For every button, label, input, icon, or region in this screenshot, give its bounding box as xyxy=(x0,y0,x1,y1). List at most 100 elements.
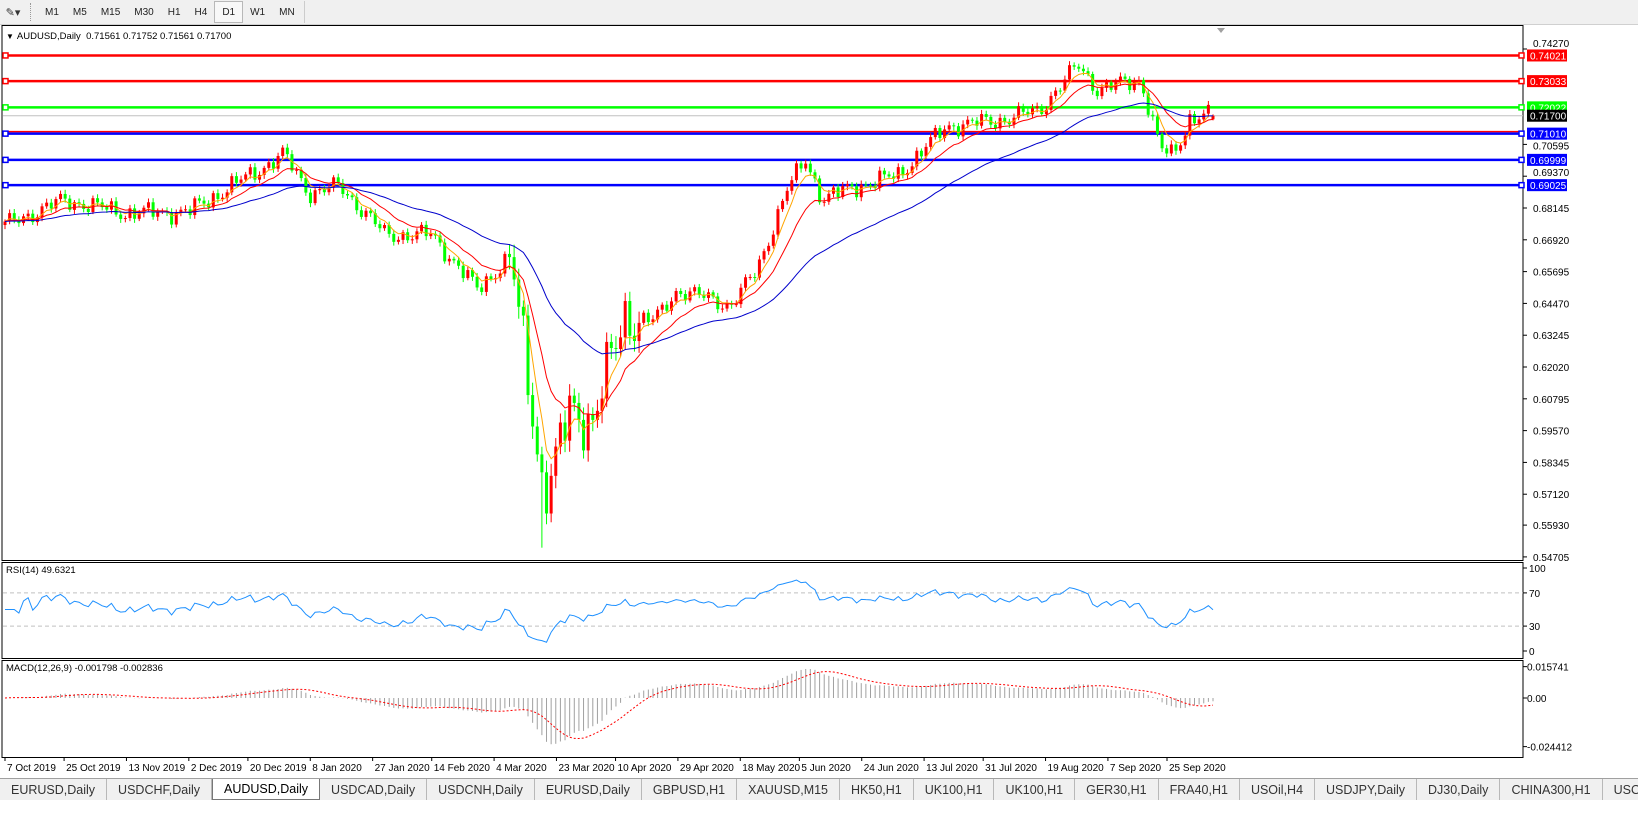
candle-bullish xyxy=(674,290,678,302)
level-price-badge xyxy=(1527,153,1567,166)
candle-bearish xyxy=(1081,68,1085,72)
timeframe-h4[interactable]: H4 xyxy=(194,6,208,18)
candle-bearish xyxy=(577,402,581,420)
candle-bullish xyxy=(688,291,692,301)
macd-panel-border xyxy=(1,660,1524,758)
candle-bullish xyxy=(822,201,826,203)
price-chart[interactable]: 0.74270 0.70595 0.69370 0.68145 0.66920 0.656… xyxy=(0,25,1638,780)
timeframe-d1[interactable]: D1 xyxy=(214,1,244,23)
candle-bullish xyxy=(748,277,752,279)
chart-tab[interactable]: CHINA300,H1 xyxy=(1500,779,1603,800)
chart-tab[interactable]: GER30,H1 xyxy=(1075,779,1159,800)
candle-bearish xyxy=(12,213,16,220)
date-tick-label: 24 Jun 2020 xyxy=(864,763,919,774)
price-tick-label: 0.54705 xyxy=(1533,553,1570,564)
timeframe-m15[interactable]: M15 xyxy=(100,6,121,18)
price-tick-label: 0.69370 xyxy=(1533,168,1570,179)
timeframe-m5[interactable]: M5 xyxy=(72,6,87,18)
line-tools-icon[interactable]: ✎▾ xyxy=(5,5,21,19)
candle-bullish xyxy=(1179,145,1183,151)
candle-bullish xyxy=(744,277,748,288)
candle-bearish xyxy=(170,212,174,225)
chart-tab[interactable]: XAUUSD,M15 xyxy=(737,779,841,800)
ma-fast-line xyxy=(4,72,1214,460)
timeframe-m1[interactable]: M1 xyxy=(45,6,59,18)
price-tick-label: 0.68145 xyxy=(1533,204,1570,215)
candle-bullish xyxy=(276,155,280,169)
line-handle-left xyxy=(2,77,9,85)
candle-bearish xyxy=(457,260,461,266)
candle-bullish xyxy=(193,198,197,216)
chart-tab[interactable]: USDCNH,Daily xyxy=(427,779,535,800)
chart-tab[interactable]: GBPUSD,H1 xyxy=(642,779,738,800)
candle-bearish xyxy=(1123,76,1127,79)
macd-signal-line xyxy=(4,671,1214,740)
candle-bullish xyxy=(896,167,900,179)
chart-tab[interactable]: USOil,H xyxy=(1603,779,1638,800)
macd-tick-label: 0.00 xyxy=(1527,694,1547,705)
candle-bullish xyxy=(211,193,215,208)
chart-tab[interactable]: DJ30,Daily xyxy=(1417,779,1501,800)
candle-bullish xyxy=(3,221,7,226)
candle-bullish xyxy=(1118,76,1122,83)
date-tick-label: 4 Mar 2020 xyxy=(496,763,547,774)
date-tick-label: 25 Oct 2019 xyxy=(66,763,121,774)
chart-tab[interactable]: UK100,H1 xyxy=(914,779,995,800)
timeframe-h1[interactable]: H1 xyxy=(167,6,181,18)
candle-bearish xyxy=(984,114,988,117)
chart-tab[interactable]: USDCHF,Daily xyxy=(107,779,212,800)
candle-bearish xyxy=(1058,90,1062,92)
price-tick-label: 0.70595 xyxy=(1533,141,1570,152)
candle-bearish xyxy=(938,127,942,139)
collapse-triangle-icon[interactable]: ▼ xyxy=(6,32,14,41)
chart-tab[interactable]: EURUSD,Daily xyxy=(535,779,642,800)
chart-tab[interactable]: USDJPY,Daily xyxy=(1315,779,1417,800)
candle-bullish xyxy=(59,193,63,200)
symbol-label: AUDUSD,Daily xyxy=(16,31,81,42)
candle-bullish xyxy=(1137,80,1141,82)
candle-bearish xyxy=(82,203,86,209)
chart-tab[interactable]: USOil,H4 xyxy=(1240,779,1316,800)
timeframe-w1[interactable]: W1 xyxy=(250,6,266,18)
candle-bullish xyxy=(1169,144,1173,154)
candle-bullish xyxy=(767,245,771,252)
candle-bullish xyxy=(929,137,933,147)
candle-bearish xyxy=(1160,133,1164,149)
candle-bearish xyxy=(197,198,201,201)
candle-bullish xyxy=(878,170,882,189)
candle-bearish xyxy=(531,395,535,427)
candle-bearish xyxy=(882,170,886,175)
candle-bullish xyxy=(295,169,299,171)
chart-tab[interactable]: FRA40,H1 xyxy=(1159,779,1240,800)
candle-bearish xyxy=(850,184,854,187)
chart-tab[interactable]: EURUSD,Daily xyxy=(0,779,108,800)
candle-bearish xyxy=(799,163,803,169)
date-tick-label: 20 Dec 2019 xyxy=(250,763,307,774)
date-tick-label: 8 Jan 2020 xyxy=(312,763,362,774)
chart-tab[interactable]: UK100,H1 xyxy=(994,779,1076,800)
candle-bearish xyxy=(1091,73,1095,91)
price-tick-label: 0.64470 xyxy=(1533,299,1570,310)
candle-bearish xyxy=(1095,90,1099,97)
date-tick-label: 27 Jan 2020 xyxy=(375,763,430,774)
candle-bullish xyxy=(841,186,845,197)
line-handle-right xyxy=(1518,104,1525,111)
candle-bullish xyxy=(669,301,673,311)
timeframe-mn[interactable]: MN xyxy=(279,6,295,18)
candle-bearish xyxy=(526,315,530,396)
candle-bearish xyxy=(813,172,817,179)
timeframe-m30[interactable]: M30 xyxy=(134,6,154,18)
price-tick-label: 0.60795 xyxy=(1533,395,1570,406)
level-price-label: 0.73033 xyxy=(1530,77,1567,88)
level-price-badge xyxy=(1527,49,1567,62)
chart-tab[interactable]: USDCAD,Daily xyxy=(320,779,428,800)
ohlc-readout: 0.71561 0.71752 0.71561 0.71700 xyxy=(86,31,232,42)
chart-tab[interactable]: HK50,H1 xyxy=(840,779,914,800)
chart-tab[interactable]: AUDUSD,Daily xyxy=(212,779,321,800)
candle-bullish xyxy=(943,129,947,139)
candle-bullish xyxy=(1044,109,1048,114)
level-price-badge xyxy=(1527,179,1567,192)
candle-bearish xyxy=(818,178,822,203)
candle-bearish xyxy=(869,185,873,187)
macd-label: MACD(12,26,9) -0.001798 -0.002836 xyxy=(6,663,163,674)
